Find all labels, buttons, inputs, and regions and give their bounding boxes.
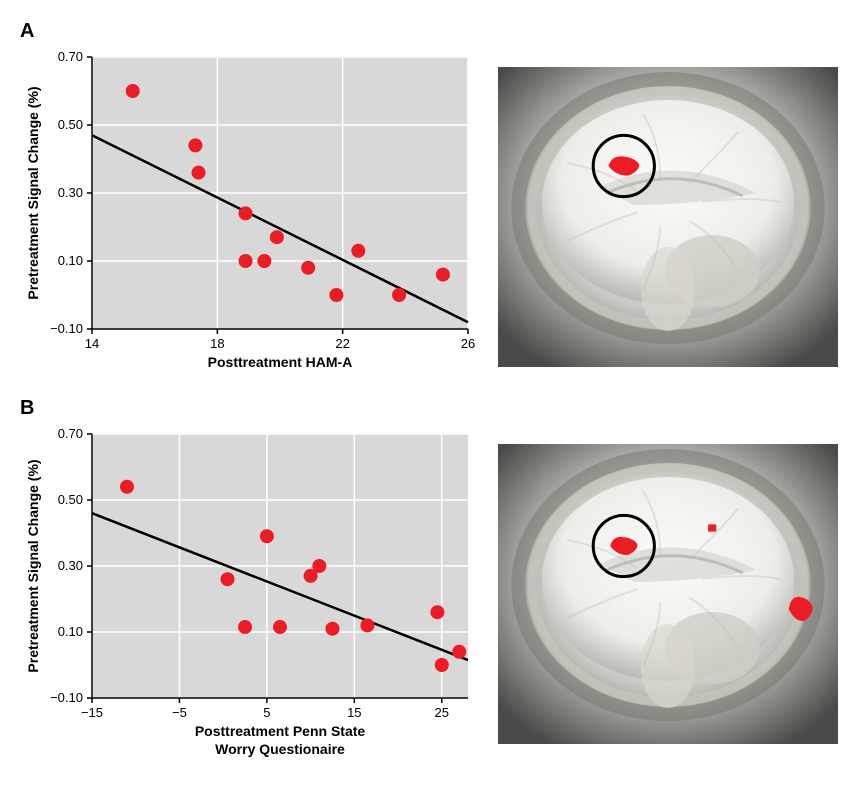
- svg-text:18: 18: [210, 336, 224, 351]
- svg-text:14: 14: [85, 336, 99, 351]
- panel-a-row: 14 18 22 26 −0.10 0.10 0.30 0.50 0.70 Posttreatme…: [20, 47, 837, 377]
- svg-text:0.70: 0.70: [58, 49, 83, 64]
- svg-text:15: 15: [347, 705, 361, 720]
- svg-text:0.10: 0.10: [58, 624, 83, 639]
- panel-b-chart: −15 −5 5 15 25 −0.10 0.10 0.30 0.50 0.70 Posttreat…: [20, 424, 480, 764]
- panel-b-row: −15 −5 5 15 25 −0.10 0.10 0.30 0.50 0.70 Posttreat…: [20, 424, 837, 764]
- panel-b: B −15 −5 5 15 25 −0.10 0.10 0.30 0.50 0.70 Posttre…: [20, 397, 837, 764]
- svg-text:Posttreatment Penn State: Posttreatment Penn State: [195, 723, 366, 739]
- panel-a-chart: 14 18 22 26 −0.10 0.10 0.30 0.50 0.70 Posttreatme…: [20, 47, 480, 377]
- panel-a-label: A: [20, 20, 837, 43]
- panel-b-brain: [498, 444, 838, 744]
- svg-text:0.50: 0.50: [58, 492, 83, 507]
- svg-text:25: 25: [435, 705, 449, 720]
- svg-text:−5: −5: [172, 705, 187, 720]
- svg-text:Pretreatment Signal Change (%): Pretreatment Signal Change (%): [25, 86, 41, 299]
- svg-text:5: 5: [263, 705, 270, 720]
- svg-text:0.10: 0.10: [58, 253, 83, 268]
- svg-text:0.30: 0.30: [58, 185, 83, 200]
- svg-text:−0.10: −0.10: [50, 321, 83, 336]
- svg-text:0.70: 0.70: [58, 426, 83, 441]
- svg-text:Worry Questionaire: Worry Questionaire: [215, 741, 345, 757]
- svg-text:−15: −15: [81, 705, 103, 720]
- panel-a: A 14 18 22 26 −0.10 0.10 0.30 0.50 0.70 Posttreat…: [20, 20, 837, 377]
- svg-text:26: 26: [461, 336, 475, 351]
- svg-text:−0.10: −0.10: [50, 690, 83, 705]
- svg-text:0.30: 0.30: [58, 558, 83, 573]
- panel-a-brain: [498, 67, 838, 367]
- svg-text:Pretreatment Signal Change (%): Pretreatment Signal Change (%): [25, 459, 41, 672]
- panel-b-label: B: [20, 397, 837, 420]
- svg-text:0.50: 0.50: [58, 117, 83, 132]
- svg-text:Posttreatment HAM-A: Posttreatment HAM-A: [208, 354, 353, 370]
- svg-text:22: 22: [335, 336, 349, 351]
